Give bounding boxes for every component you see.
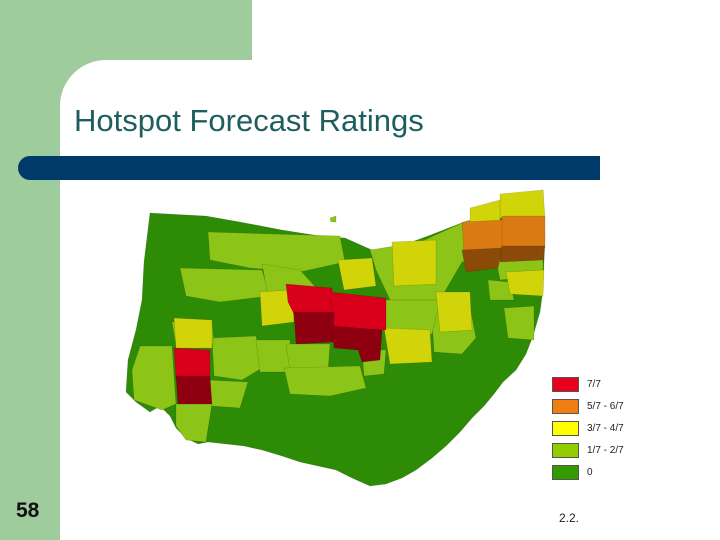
county-region (501, 215, 546, 249)
legend-swatch (552, 465, 579, 480)
county-region (293, 311, 335, 345)
legend-item: 7/7 (552, 377, 662, 399)
county-region (337, 257, 377, 291)
legend-item: 1/7 - 2/7 (552, 443, 662, 465)
county-region (499, 189, 546, 219)
county-region (487, 279, 515, 301)
map-legend: 7/7 5/7 - 6/7 3/7 - 4/7 1/7 - 2/7 0 (552, 377, 662, 487)
legend-swatch (552, 443, 579, 458)
title-corner (60, 60, 252, 120)
legend-label: 1/7 - 2/7 (587, 445, 624, 456)
lake-island (329, 215, 337, 223)
county-region (435, 291, 473, 333)
county-region (383, 327, 433, 365)
county-region (391, 239, 437, 287)
county-region (503, 305, 535, 341)
county-region (131, 345, 177, 411)
county-region (329, 291, 387, 331)
legend-item: 0 (552, 465, 662, 487)
county-region (173, 317, 213, 349)
county-region (285, 283, 335, 315)
county-region (499, 245, 546, 263)
legend-swatch (552, 421, 579, 436)
legend-label: 5/7 - 6/7 (587, 401, 624, 412)
county-region (175, 375, 213, 405)
legend-item: 5/7 - 6/7 (552, 399, 662, 421)
county-region (505, 269, 545, 297)
section-number: 2.2. (559, 511, 580, 525)
county-region (179, 267, 271, 303)
county-region (175, 403, 213, 443)
legend-label: 7/7 (587, 379, 601, 390)
county-region (255, 339, 291, 373)
county-region (211, 335, 263, 381)
legend-swatch (552, 399, 579, 414)
slide-number: 58 (16, 499, 40, 522)
county-region (259, 289, 295, 327)
slide-title: Hotspot Forecast Ratings (74, 103, 424, 138)
county-region (461, 219, 505, 253)
title-rule (18, 156, 600, 180)
legend-swatch (552, 377, 579, 392)
county-region (331, 325, 383, 363)
county-region (173, 347, 211, 379)
legend-label: 3/7 - 4/7 (587, 423, 624, 434)
legend-label: 0 (587, 467, 593, 478)
county-region (461, 247, 503, 273)
county-region (283, 365, 367, 397)
legend-item: 3/7 - 4/7 (552, 421, 662, 443)
